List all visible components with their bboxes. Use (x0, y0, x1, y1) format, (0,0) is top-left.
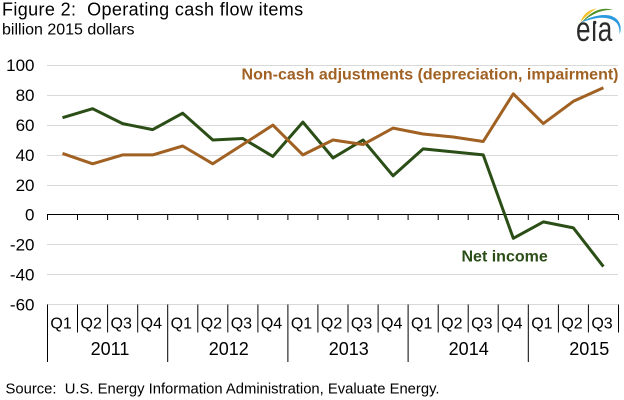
svg-text:0: 0 (25, 205, 34, 224)
svg-text:80: 80 (16, 86, 35, 105)
svg-text:Q2: Q2 (321, 315, 342, 332)
svg-text:Net income: Net income (462, 249, 548, 266)
svg-text:Q4: Q4 (381, 315, 402, 332)
svg-text:60: 60 (16, 116, 35, 135)
svg-text:Q1: Q1 (291, 315, 312, 332)
svg-text:2013: 2013 (329, 339, 369, 359)
svg-text:2014: 2014 (449, 339, 489, 359)
svg-text:20: 20 (16, 176, 35, 195)
svg-text:Q3: Q3 (591, 315, 612, 332)
svg-text:Q2: Q2 (81, 315, 102, 332)
svg-text:Q4: Q4 (261, 315, 282, 332)
svg-text:Q1: Q1 (411, 315, 432, 332)
svg-text:Q2: Q2 (561, 315, 582, 332)
svg-text:Q1: Q1 (50, 315, 71, 332)
svg-text:Q2: Q2 (201, 315, 222, 332)
svg-text:-60: -60 (10, 295, 35, 314)
svg-text:2012: 2012 (209, 339, 249, 359)
svg-text:Q3: Q3 (351, 315, 372, 332)
svg-text:Q2: Q2 (441, 315, 462, 332)
svg-text:Q3: Q3 (231, 315, 252, 332)
svg-text:Q4: Q4 (501, 315, 522, 332)
svg-text:40: 40 (16, 146, 35, 165)
svg-text:100: 100 (6, 56, 34, 75)
svg-text:Figure 2: Operating cash flow: Figure 2: Operating cash flow items (2, 0, 303, 20)
svg-text:Source: U.S. Energy Informati: Source: U.S. Energy Information Administ… (6, 382, 440, 398)
svg-text:-20: -20 (10, 235, 35, 254)
svg-text:Q3: Q3 (471, 315, 492, 332)
svg-text:Non-cash adjustments (deprecia: Non-cash adjustments (depreciation, impa… (242, 67, 619, 84)
svg-text:2011: 2011 (91, 339, 130, 359)
svg-text:eıa: eıa (576, 10, 613, 49)
svg-text:billion 2015 dollars: billion 2015 dollars (2, 22, 135, 39)
svg-text:Q1: Q1 (171, 315, 192, 332)
svg-text:Q1: Q1 (531, 315, 552, 332)
svg-text:-40: -40 (10, 265, 35, 284)
svg-text:2015: 2015 (569, 339, 609, 359)
svg-text:Q4: Q4 (141, 315, 162, 332)
svg-text:Q3: Q3 (111, 315, 132, 332)
